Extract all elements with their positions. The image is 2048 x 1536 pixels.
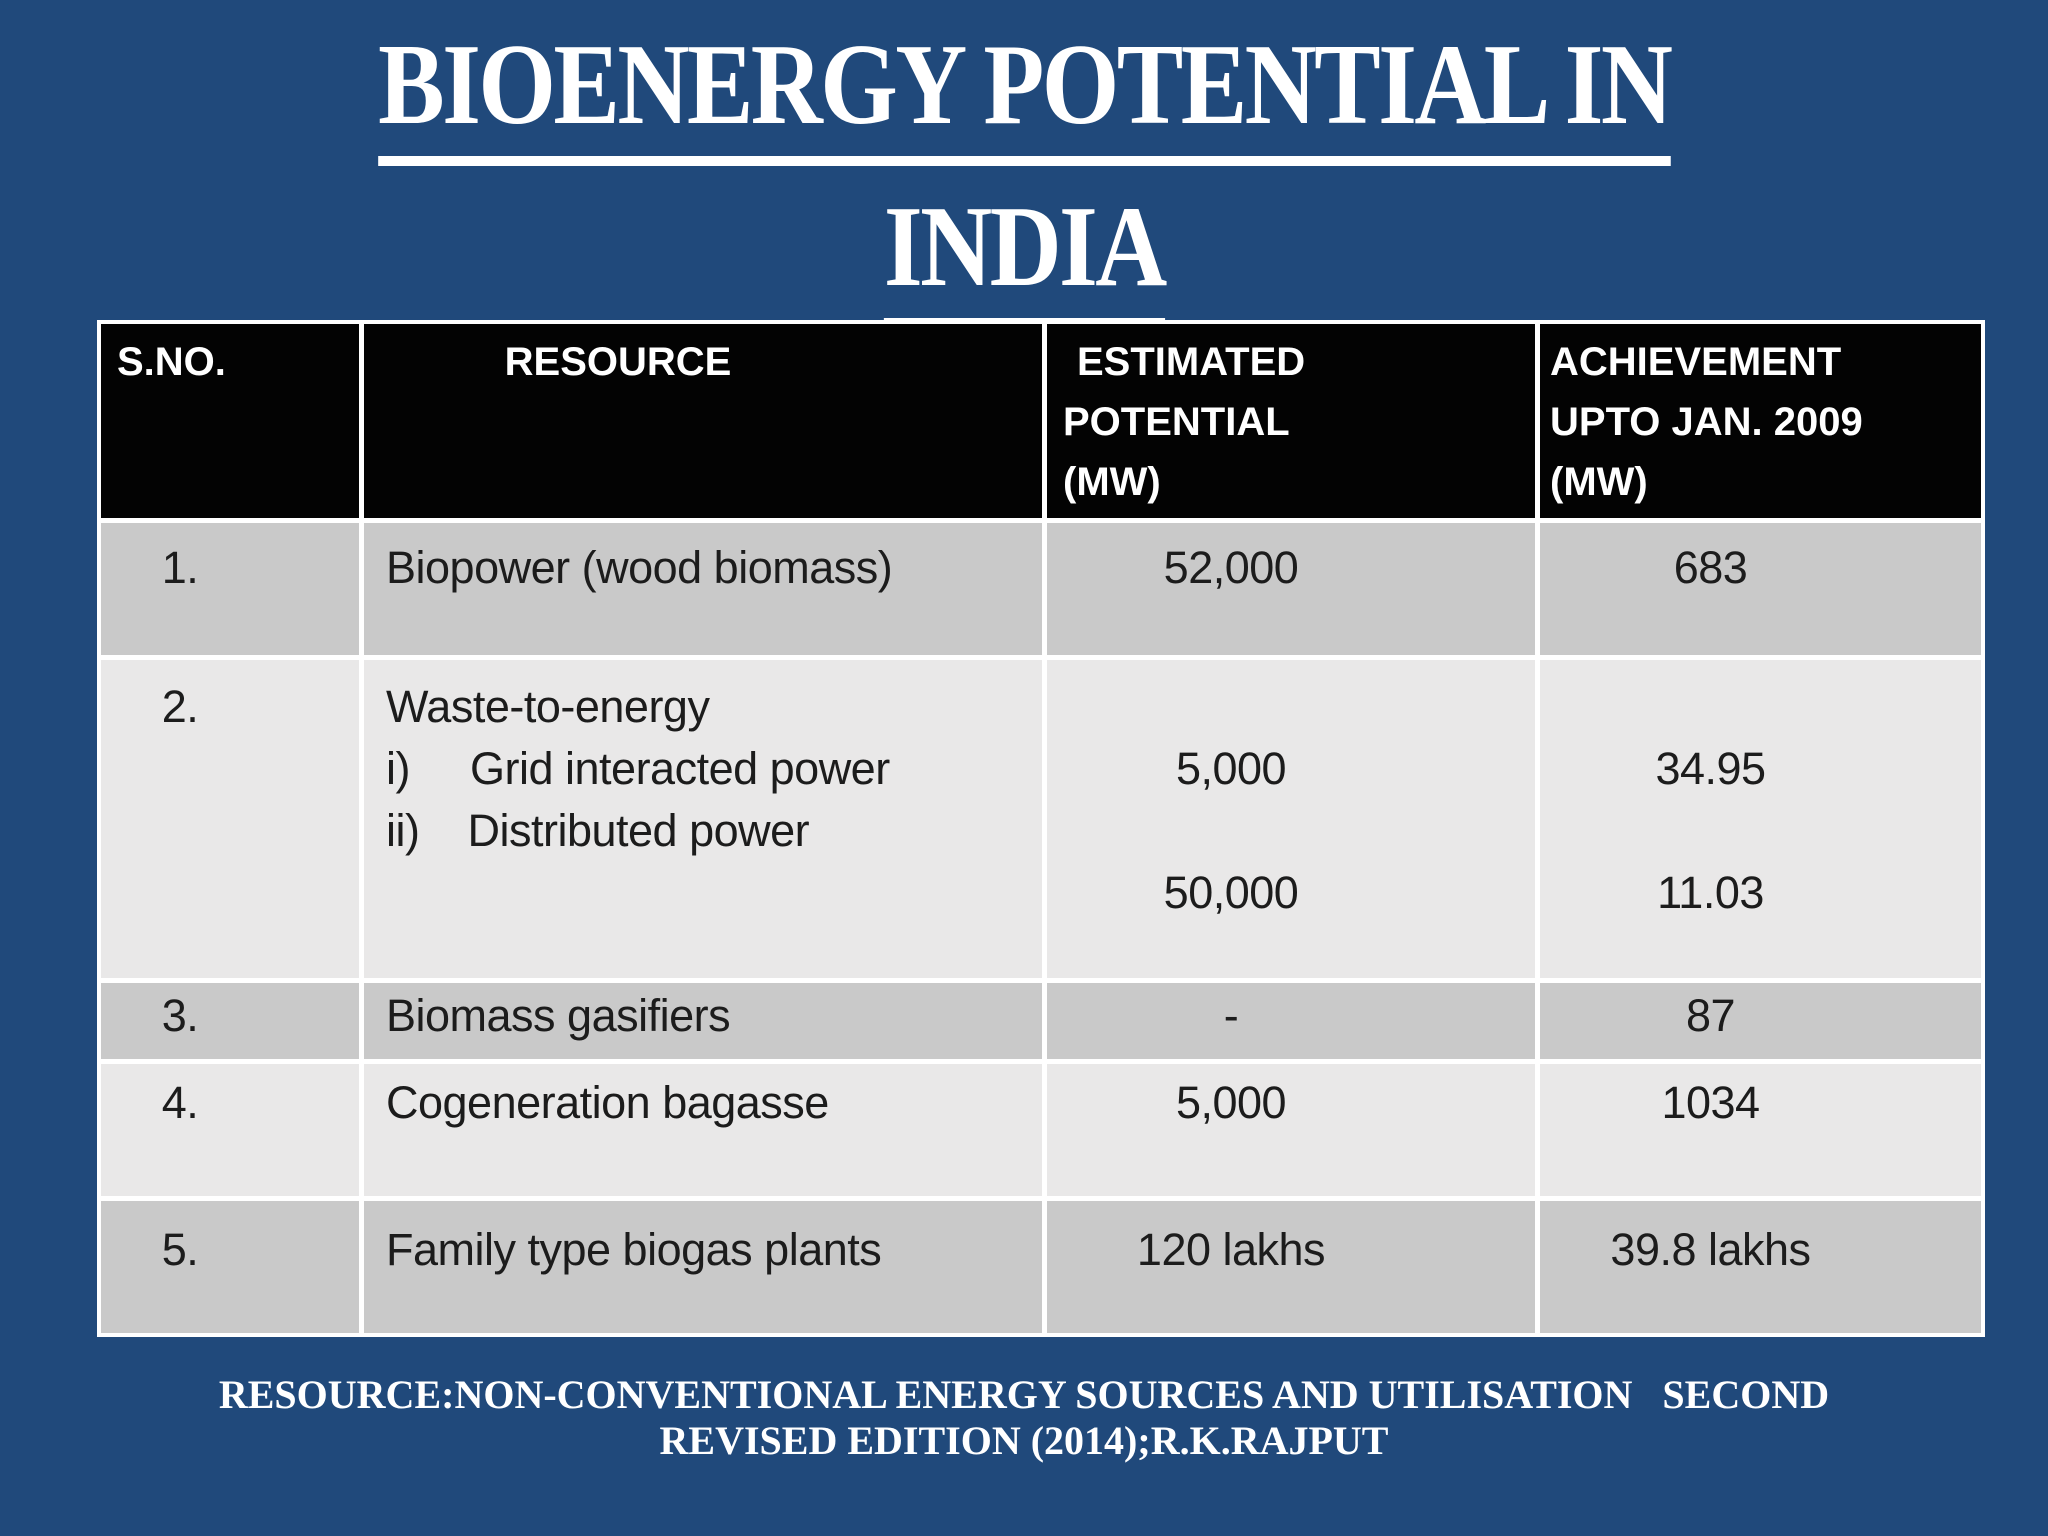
header-text: ESTIMATED	[1077, 340, 1306, 384]
row4-cell-estimated: 5,000	[1047, 1064, 1535, 1196]
title-line-2-wrap: INDIA	[0, 184, 2048, 328]
row3-cell-achievement: 87	[1540, 983, 1981, 1059]
row4-cell-sno: 4.	[101, 1064, 359, 1196]
row4-cell-resource: Cogeneration bagasse	[364, 1064, 1042, 1196]
cell-text: 2.	[161, 681, 199, 732]
row5-cell-estimated: 120 lakhs	[1047, 1201, 1535, 1333]
row2-cell-sno: 2.	[101, 660, 359, 978]
row3-cell-estimated: -	[1047, 983, 1535, 1059]
cell-text: 5,000	[1175, 1077, 1287, 1128]
row3-cell-resource: Biomass gasifiers	[364, 983, 1042, 1059]
row5-cell-resource: Family type biogas plants	[364, 1201, 1042, 1333]
cell-text: 39.8 lakhs	[1610, 1224, 1811, 1275]
header-text: S.NO.	[117, 340, 226, 384]
cell-text: 1.	[161, 542, 199, 593]
header-text: (MW)	[1550, 460, 1648, 504]
cell-text: 4.	[161, 1077, 199, 1128]
cell-text	[1047, 676, 1415, 738]
cell-text: 87	[1685, 990, 1736, 1041]
row5-cell-achievement: 39.8 lakhs	[1540, 1201, 1981, 1333]
row2-cell-resource: Waste-to-energy i) Grid interacted power…	[364, 660, 1042, 978]
title-line-1-wrap: BIOENERGY POTENTIAL IN	[0, 22, 2048, 166]
header-text: (MW)	[1063, 460, 1161, 504]
header-text: UPTO JAN. 2009	[1550, 400, 1863, 444]
cell-text: 52,000	[1163, 542, 1299, 593]
citation-line-2: REVISED EDITION (2014);R.K.RAJPUT	[659, 1418, 1389, 1463]
row2-cell-estimated: 5,000 50,000	[1047, 660, 1535, 978]
slide-title: BIOENERGY POTENTIAL IN INDIA	[0, 22, 2048, 346]
row1-cell-resource: Biopower (wood biomass)	[364, 523, 1042, 655]
bioenergy-potential-table: S.NO. RESOURCE ESTIMATED POTENTIAL (MW) …	[97, 320, 1985, 1337]
cell-text: 11.03	[1657, 867, 1764, 918]
cell-text: -	[1223, 990, 1239, 1041]
cell-text: 1034	[1661, 1077, 1760, 1128]
row1-cell-sno: 1.	[101, 523, 359, 655]
row1-cell-achievement: 683	[1540, 523, 1981, 655]
source-citation: RESOURCE:NON-CONVENTIONAL ENERGY SOURCES…	[0, 1372, 2048, 1464]
cell-text: Family type biogas plants	[386, 1224, 882, 1275]
title-line-2: INDIA	[883, 184, 1167, 328]
cell-text	[1540, 800, 1881, 862]
citation-line-1: RESOURCE:NON-CONVENTIONAL ENERGY SOURCES…	[218, 1372, 1830, 1417]
row5-cell-sno: 5.	[101, 1201, 359, 1333]
title-line-1: BIOENERGY POTENTIAL IN	[377, 22, 1673, 166]
cell-text: i) Grid interacted power	[386, 743, 890, 794]
header-text: RESOURCE	[504, 340, 732, 384]
header-cell-estimated-potential: ESTIMATED POTENTIAL (MW)	[1047, 324, 1535, 518]
cell-text: Biopower (wood biomass)	[386, 542, 893, 593]
cell-text	[1047, 800, 1415, 862]
row4-cell-achievement: 1034	[1540, 1064, 1981, 1196]
header-text: POTENTIAL	[1063, 400, 1290, 444]
header-text: ACHIEVEMENT	[1550, 340, 1842, 384]
row1-cell-estimated: 52,000	[1047, 523, 1535, 655]
cell-text: 34.95	[1655, 743, 1766, 794]
cell-text: Cogeneration bagasse	[386, 1077, 829, 1128]
header-cell-sno: S.NO.	[101, 324, 359, 518]
cell-text: 3.	[161, 990, 199, 1041]
row2-cell-achievement: 34.95 11.03	[1540, 660, 1981, 978]
row3-cell-sno: 3.	[101, 983, 359, 1059]
cell-text	[1540, 676, 1881, 738]
cell-text: 683	[1673, 542, 1748, 593]
cell-text: Waste-to-energy	[386, 681, 710, 732]
cell-text: ii) Distributed power	[386, 805, 810, 856]
cell-text: 120 lakhs	[1136, 1224, 1326, 1275]
header-cell-resource: RESOURCE	[364, 324, 1042, 518]
cell-text: 50,000	[1163, 867, 1299, 918]
cell-text: Biomass gasifiers	[386, 990, 731, 1041]
header-cell-achievement: ACHIEVEMENT UPTO JAN. 2009 (MW)	[1540, 324, 1981, 518]
cell-text: 5.	[161, 1224, 199, 1275]
cell-text: 5,000	[1175, 743, 1287, 794]
cell-text	[386, 862, 1042, 924]
